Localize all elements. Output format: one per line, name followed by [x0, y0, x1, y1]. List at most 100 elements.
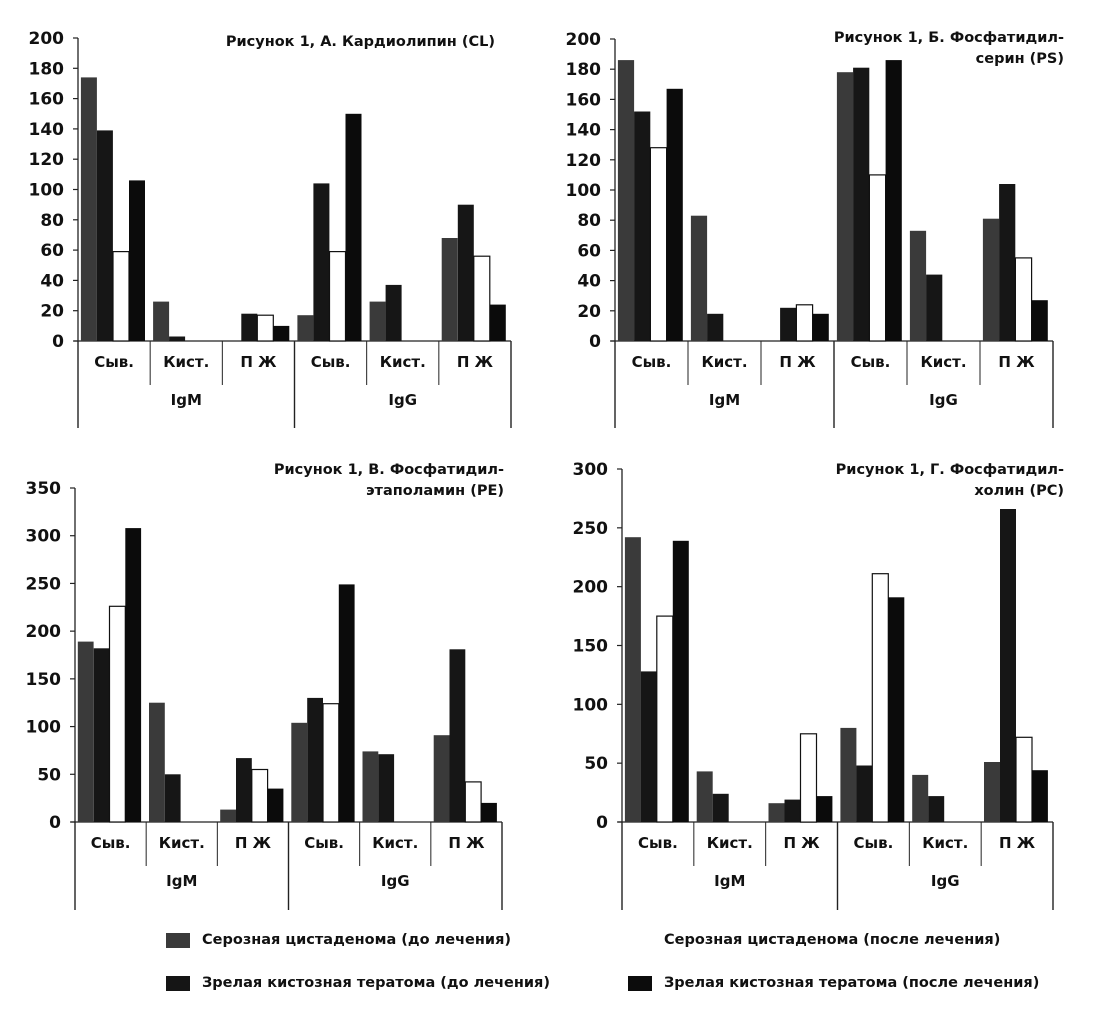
bar-chart-phosphatidylserine: 0 20 40 60 80 100 120 140 160 180 200 Сыв. Кист. П Ж С… [566, 30, 1054, 428]
y-tick-label: 180 [29, 59, 65, 79]
x-group-label: IgM [714, 872, 745, 890]
y-tick-label: 40 [40, 271, 64, 291]
legend-swatch-icon [628, 932, 652, 948]
bar-cystadenoma-before [768, 803, 785, 822]
bar-cystadenoma-after [256, 314, 274, 342]
bar-teratoma-after [489, 304, 506, 341]
bar-cystadenoma-before [77, 641, 94, 822]
bar-teratoma-before [926, 274, 943, 341]
y-tick-label: 60 [40, 241, 64, 261]
y-tick-label: 50 [584, 754, 608, 774]
bar-teratoma-after [816, 796, 833, 822]
bar-cystadenoma-before [696, 771, 713, 822]
y-tick-label: 0 [52, 332, 64, 352]
x-category-label: Сыв. [91, 834, 131, 852]
bar-cystadenoma-after [251, 768, 269, 823]
x-category-label: Кист. [701, 353, 747, 371]
y-tick-label: 200 [26, 622, 62, 642]
bar-teratoma-before [712, 793, 729, 822]
bar-teratoma-before [385, 284, 402, 341]
legend-label: Серозная цистаденома (после лечения) [664, 932, 1001, 948]
bar-cystadenoma-after [649, 147, 668, 342]
x-category-label: П Ж [457, 353, 494, 371]
y-tick-label: 100 [29, 181, 65, 201]
y-tick-label: 100 [566, 181, 602, 201]
bar-cystadenoma-after [799, 733, 818, 823]
bar-teratoma-after [1031, 300, 1048, 341]
chart-title-line: Рисунок 1, Г. Фосфатидил- [835, 462, 1064, 478]
x-category-label: Сыв. [851, 353, 891, 371]
bar-teratoma-after [338, 584, 355, 822]
bar-teratoma-before [1000, 509, 1016, 822]
x-group-label: IgG [388, 391, 417, 409]
bar-cystadenoma-before [912, 774, 929, 822]
bar-teratoma-after [125, 528, 142, 822]
bar-teratoma-after [885, 60, 902, 341]
bar-cystadenoma-after [1015, 736, 1033, 823]
bar-cystadenoma-before [369, 301, 386, 341]
x-category-label: П Ж [240, 353, 277, 371]
bar-teratoma-after [267, 788, 284, 822]
y-tick-label: 120 [566, 151, 602, 171]
bar-teratoma-before [449, 649, 466, 822]
bar-teratoma-before [96, 130, 113, 341]
x-category-label: П Ж [998, 353, 1035, 371]
chart-title-line: серин (PS) [975, 51, 1064, 67]
y-tick-label: 150 [573, 637, 609, 657]
bar-teratoma-after [345, 113, 362, 342]
bar-cystadenoma-after [108, 605, 126, 823]
bar-teratoma-before [313, 183, 330, 341]
chart-panel-phosphatidylethanolamine: 0 50 100 150 200 250 300 350 Сыв. Кист. П Ж Сыв. Кис… [0, 440, 550, 920]
bar-chart-cardiolipin: 0 20 40 60 80 100 120 140 160 180 200 Сыв. Кист. П Ж С… [29, 29, 512, 428]
bar-teratoma-after [1031, 770, 1048, 822]
chart-title-line: Рисунок 1, А. Кардиолипин (CL) [225, 34, 495, 50]
y-tick-label: 20 [40, 302, 64, 322]
legend-item-cystadenoma-before: Серозная цистаденома (до лечения) [166, 932, 511, 948]
chart-title-line: холин (PC) [974, 483, 1064, 499]
x-category-label: П Ж [235, 834, 272, 852]
bar-teratoma-before [928, 796, 945, 822]
x-group-label: IgM [171, 391, 202, 409]
x-category-label: Сыв. [304, 834, 344, 852]
bar-cystadenoma-after [464, 781, 482, 823]
legend-swatch-icon [166, 975, 190, 991]
chart-title: Рисунок 1, Г. Фосфатидил- холин (PC) [836, 460, 1064, 502]
chart-title: Рисунок 1, В. Фосфатидил- этаполамин (PE… [274, 460, 504, 502]
y-tick-label: 50 [37, 765, 61, 785]
bar-cystadenoma-before [982, 218, 1000, 341]
chart-title-line: Рисунок 1, В. Фосфатидил- [273, 462, 504, 478]
bar-teratoma-before [640, 671, 657, 822]
chart-panel-phosphatidylserine: 0 20 40 60 80 100 120 140 160 180 200 Сыв. Кист. П Ж С… [551, 0, 1102, 440]
legend-label: Серозная цистаденома (до лечения) [202, 932, 512, 948]
bar-teratoma-before [457, 204, 474, 341]
bar-cystadenoma-before [80, 77, 97, 342]
x-category-label: П Ж [779, 353, 816, 371]
bar-cystadenoma-before [153, 301, 170, 341]
y-tick-label: 140 [29, 120, 65, 140]
bar-chart-phosphatidylethanolamine: 0 50 100 150 200 250 300 350 Сыв. Кист. П Ж Сыв. Кис… [26, 479, 503, 910]
bar-cystadenoma-before [909, 230, 927, 341]
bar-cystadenoma-after [112, 251, 130, 342]
bar-teratoma-before [784, 799, 801, 822]
legend-swatch-icon [166, 932, 190, 948]
bar-cystadenoma-before [149, 702, 165, 822]
x-category-label: Сыв. [638, 834, 678, 852]
x-category-label: Кист. [707, 834, 753, 852]
y-tick-label: 140 [566, 121, 602, 141]
x-category-label: Кист. [372, 834, 418, 852]
bar-cystadenoma-after [795, 304, 814, 342]
chart-title: Рисунок 1, Б. Фосфатидил- серин (PS) [834, 28, 1064, 70]
bar-cystadenoma-before [441, 238, 458, 341]
legend-item-teratoma-before: Зрелая кистозная тератома (до лечения) [166, 975, 550, 991]
legend-label: Зрелая кистозная тератома (после лечения… [664, 975, 1040, 991]
bar-cystadenoma-after [1014, 257, 1033, 342]
y-tick-label: 180 [566, 60, 602, 80]
x-category-label: Сыв. [854, 834, 894, 852]
chart-panel-phosphatidylcholine: 0 50 100 150 200 250 300 Сыв. Кист. П Ж Сыв. Кист. П… [551, 440, 1102, 920]
bar-teratoma-before [307, 697, 323, 822]
bar-cystadenoma-after [322, 703, 340, 823]
bar-teratoma-before [378, 754, 395, 822]
chart-title-line: этаполамин (PE) [365, 483, 504, 499]
y-tick-label: 120 [29, 150, 65, 170]
y-tick-label: 350 [26, 479, 62, 499]
